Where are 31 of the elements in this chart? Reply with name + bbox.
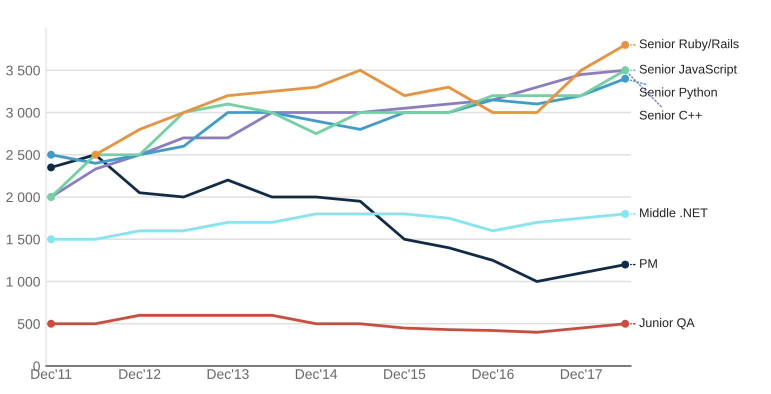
point bbox=[621, 260, 630, 269]
x-tick-label: Dec'16 bbox=[472, 369, 514, 379]
point bbox=[621, 210, 630, 218]
x-tick-label: Dec'14 bbox=[296, 369, 338, 379]
x-tick-label: Dec'11 bbox=[31, 369, 72, 379]
legend-label: Junior QA bbox=[639, 318, 695, 330]
y-tick-label: 2 000 bbox=[6, 192, 40, 202]
legend-label: PM bbox=[640, 259, 657, 268]
point bbox=[47, 235, 56, 244]
x-tick-label: Dec'17 bbox=[560, 369, 602, 379]
point bbox=[47, 320, 56, 328]
x-tick-label: Dec'15 bbox=[384, 369, 426, 379]
x-tick-label: Dec'13 bbox=[208, 369, 249, 379]
text: Senior C++ bbox=[640, 110, 702, 120]
point bbox=[47, 163, 56, 172]
point bbox=[91, 150, 100, 159]
point bbox=[621, 320, 630, 328]
y-tick-label: 3 000 bbox=[6, 108, 40, 118]
series-label: Senior Python bbox=[640, 87, 717, 100]
y-tick-label: 1 000 bbox=[6, 276, 40, 287]
point bbox=[621, 74, 630, 83]
point bbox=[47, 150, 56, 159]
y-tick-label: 3 500 bbox=[6, 66, 40, 76]
y-tick-label: 500 bbox=[18, 319, 40, 329]
point bbox=[621, 40, 630, 49]
legend-label: Senior JavaScript bbox=[640, 64, 737, 76]
y-tick-label: 1 500 bbox=[6, 234, 40, 244]
y-tick-label: 2 500 bbox=[6, 150, 40, 160]
legend-label: Senior Ruby/Rails bbox=[640, 39, 739, 51]
x-tick-label: Dec'12 bbox=[119, 369, 160, 379]
legend-label: Middle .NET bbox=[640, 208, 708, 218]
